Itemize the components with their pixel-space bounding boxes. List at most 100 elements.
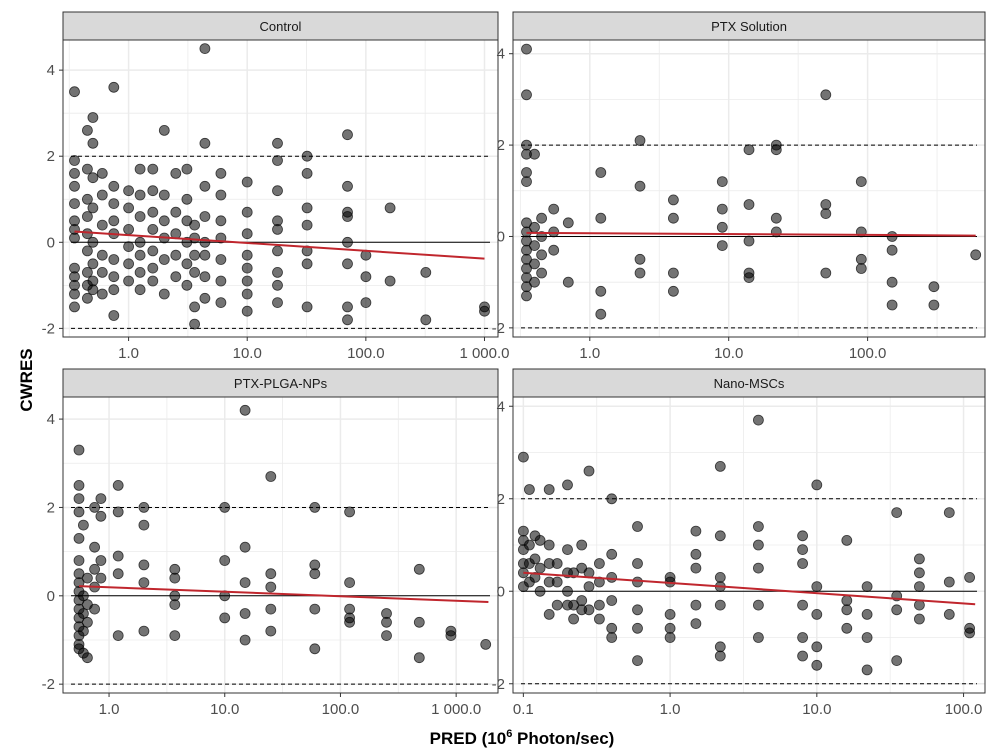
data-point <box>521 290 532 302</box>
data-point <box>96 219 108 231</box>
data-point <box>189 249 201 261</box>
data-point <box>215 254 227 265</box>
data-point <box>753 632 764 643</box>
data-point <box>634 180 646 192</box>
data-point <box>112 568 124 580</box>
data-point <box>147 206 159 218</box>
data-point <box>272 245 283 257</box>
data-point <box>543 609 555 620</box>
data-point <box>87 172 99 184</box>
data-point <box>265 568 277 580</box>
data-point <box>215 167 227 179</box>
data-point <box>529 221 540 233</box>
data-point <box>241 228 253 240</box>
data-point <box>199 137 211 149</box>
data-point <box>886 231 898 242</box>
facet-strip <box>62 368 499 398</box>
data-point <box>95 510 107 522</box>
data-point <box>199 180 211 192</box>
data-point <box>272 185 283 197</box>
data-point <box>309 501 321 513</box>
data-point <box>943 507 955 518</box>
data-point <box>413 563 425 575</box>
y-tick-label: 2 <box>47 148 55 165</box>
data-point <box>82 292 93 304</box>
data-point <box>606 493 618 505</box>
data-point <box>134 163 146 175</box>
data-point <box>595 308 607 320</box>
data-point <box>861 609 873 620</box>
smooth-trend-line <box>523 571 976 606</box>
data-point <box>548 226 560 238</box>
data-point <box>594 576 605 588</box>
data-point <box>108 81 120 93</box>
data-point <box>891 655 903 666</box>
data-point <box>606 548 618 560</box>
x-tick-label: 1 000.0 <box>459 345 509 362</box>
data-point <box>820 208 832 220</box>
data-point <box>265 471 277 482</box>
data-point <box>381 630 392 641</box>
data-point <box>123 275 135 287</box>
y-tick-label: 0 <box>47 588 55 605</box>
data-point <box>138 519 150 531</box>
data-point <box>301 219 313 231</box>
data-point <box>134 266 146 278</box>
data-point <box>241 288 253 300</box>
x-tick-label: 1.0 <box>118 345 139 362</box>
data-point <box>384 275 396 287</box>
x-tick-label: 1.0 <box>99 701 120 718</box>
data-point <box>134 189 146 201</box>
x-tick-label: 100.0 <box>945 701 983 718</box>
x-tick-label: 1.0 <box>579 345 600 362</box>
data-point <box>342 236 353 248</box>
data-point <box>344 616 356 628</box>
data-point <box>886 244 898 256</box>
data-point <box>78 608 89 619</box>
data-point <box>632 521 643 532</box>
data-point <box>112 550 124 562</box>
data-point <box>199 211 211 222</box>
data-point <box>690 548 702 560</box>
x-tick-label: 10.0 <box>210 701 239 718</box>
data-point <box>820 89 832 101</box>
data-point <box>606 622 618 634</box>
data-point <box>634 253 646 265</box>
data-point <box>632 622 643 634</box>
data-point <box>108 198 120 210</box>
facet-strip <box>62 11 499 41</box>
data-point <box>529 240 540 252</box>
data-point <box>342 301 353 313</box>
data-point <box>301 245 313 257</box>
data-point <box>583 465 595 477</box>
data-point <box>743 199 755 210</box>
y-tick-label: 4 <box>497 46 505 63</box>
data-point <box>82 124 93 136</box>
data-point <box>714 650 726 662</box>
data-point <box>170 271 182 283</box>
data-point <box>170 167 182 179</box>
data-point <box>78 590 89 602</box>
data-point <box>518 451 529 463</box>
data-point <box>445 630 457 641</box>
data-point <box>811 659 823 671</box>
data-point <box>123 185 135 197</box>
data-point <box>169 599 181 610</box>
y-tick-label: 4 <box>497 398 505 415</box>
data-point <box>265 603 277 615</box>
data-point <box>943 609 955 620</box>
data-point <box>147 163 159 175</box>
data-point <box>73 444 85 456</box>
y-tick-label: 2 <box>47 499 55 516</box>
data-point <box>108 215 120 227</box>
data-point <box>181 193 193 205</box>
data-point <box>123 202 135 214</box>
data-point <box>811 609 823 620</box>
data-point <box>855 253 867 265</box>
x-tick-label: 100.0 <box>347 345 385 362</box>
data-point <box>309 568 321 580</box>
data-point <box>169 572 181 584</box>
data-point <box>914 613 925 625</box>
data-point <box>73 479 85 491</box>
